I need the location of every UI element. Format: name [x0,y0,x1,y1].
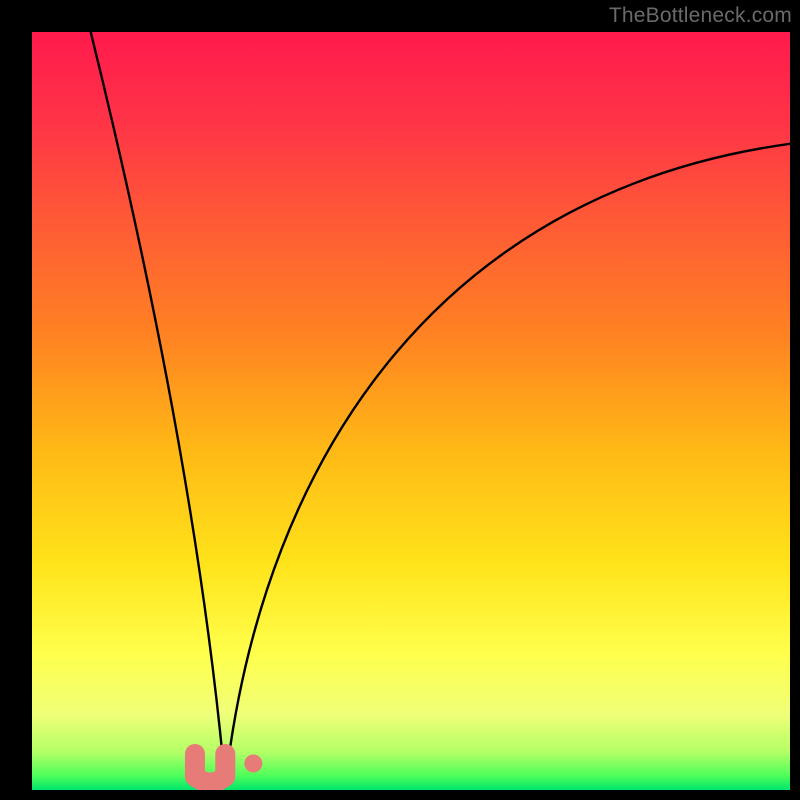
watermark-text: TheBottleneck.com [609,4,792,28]
plot-background-gradient [32,32,790,790]
chart-container: TheBottleneck.com [0,0,800,800]
bottom-marker-dot [244,754,262,772]
bottleneck-v-chart [0,0,800,800]
